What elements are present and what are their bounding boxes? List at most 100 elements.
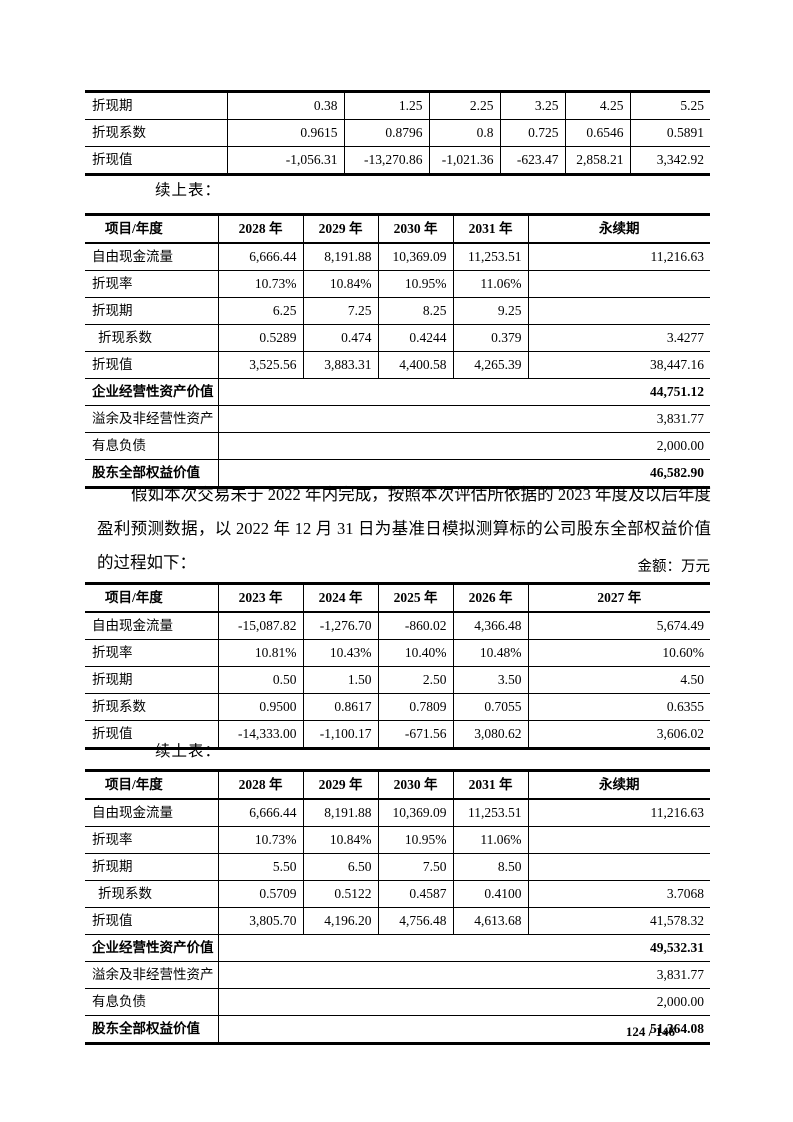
value-cell: 4,366.48 [453,612,529,640]
column-header-cell: 永续期 [528,214,710,244]
row-label-cell: 折现值 [85,351,219,379]
table-row: 自由现金流量 -15,087.82 -1,276.70 -860.02 4,366.48… [85,612,710,640]
header-row: 项目/年度 2023 年 2024 年 2025 年 2026 年 2027 年 [85,583,710,613]
unit-note: 金额：万元 [637,559,711,575]
value-cell: 4,196.20 [303,907,379,935]
summary-value-cell: 44,751.12 [218,378,710,406]
value-cell: -1,276.70 [303,612,379,640]
column-header-cell: 2031 年 [453,214,529,244]
column-header-cell: 2028 年 [218,214,304,244]
summary-value-cell: 46,582.90 [218,459,710,488]
value-cell: 7.50 [378,853,454,881]
summary-row: 企业经营性资产价值 49,532.31 [85,934,710,962]
column-header-cell: 项目/年度 [85,583,219,613]
value-cell: 5.25 [630,91,710,120]
value-cell [528,297,710,325]
value-cell: 6.50 [303,853,379,881]
table-row: 折现率 10.73% 10.84% 10.95% 11.06% [85,270,710,298]
value-cell: 10.95% [378,826,454,854]
value-cell: 0.50 [218,666,304,694]
row-label-cell: 折现系数 [85,880,219,908]
value-cell: 8,191.88 [303,799,379,827]
value-cell: 11.06% [453,270,529,298]
table-row: 折现期 0.50 1.50 2.50 3.50 4.50 [85,666,710,694]
summary-row: 股东全部权益价值 46,582.90 [85,459,710,488]
value-cell: -1,021.36 [429,146,501,175]
column-header-cell: 2027 年 [528,583,710,613]
value-cell: 0.9615 [227,119,345,147]
table-row: 折现系数 0.5289 0.474 0.4244 0.379 3.4277 [85,324,710,352]
table-row: 折现率 10.73% 10.84% 10.95% 11.06% [85,826,710,854]
value-cell: 2,858.21 [565,146,631,175]
column-header-cell: 2023 年 [218,583,304,613]
value-cell: 8.25 [378,297,454,325]
discount-table-continuation-top: 折现期 0.38 1.25 2.25 3.25 4.25 5.25 折现系数 0.9615 0.8… [85,90,710,176]
value-cell: 0.8796 [344,119,430,147]
value-cell: 11,253.51 [453,243,529,271]
value-cell: -1,100.17 [303,720,379,749]
summary-label-cell: 有息负债 [85,988,219,1016]
summary-value-cell: 51,364.08 [218,1015,710,1044]
summary-label-cell: 股东全部权益价值 [85,459,219,488]
row-label-cell: 折现系数 [85,324,219,352]
value-cell: -14,333.00 [218,720,304,749]
value-cell: 0.8617 [303,693,379,721]
value-cell: 10.43% [303,639,379,667]
value-cell: 0.474 [303,324,379,352]
body-paragraph: 假如本次交易未于 2022 年内完成，按照本次评估所依据的 2023 年度及以后… [97,484,711,572]
column-header-cell: 2029 年 [303,770,379,800]
value-cell: 10.84% [303,270,379,298]
value-cell: 3.25 [500,91,566,120]
table-row: 折现系数 0.5709 0.5122 0.4587 0.4100 3.7068 [85,880,710,908]
table-row: 折现值 3,525.56 3,883.31 4,400.58 4,265.39 38,44… [85,351,710,379]
value-cell: 7.25 [303,297,379,325]
table-row: 折现期 5.50 6.50 7.50 8.50 [85,853,710,881]
value-cell [528,826,710,854]
value-cell: 11.06% [453,826,529,854]
column-header-cell: 2025 年 [378,583,454,613]
row-label-cell: 自由现金流量 [85,799,219,827]
value-cell: 0.5122 [303,880,379,908]
table-row: 折现期 0.38 1.25 2.25 3.25 4.25 5.25 [85,91,710,120]
summary-row: 有息负债 2,000.00 [85,432,710,460]
row-label-cell: 折现值 [85,907,219,935]
summary-label-cell: 有息负债 [85,432,219,460]
row-label-cell: 折现期 [85,91,228,120]
value-cell: 10.95% [378,270,454,298]
value-cell: 3,606.02 [528,720,710,749]
value-cell: 8,191.88 [303,243,379,271]
value-cell: 5.50 [218,853,304,881]
summary-row: 企业经营性资产价值 44,751.12 [85,378,710,406]
summary-label-cell: 溢余及非经营性资产 [85,405,219,433]
row-label-cell: 折现率 [85,639,219,667]
dcf-table-2028-2031-perpetuity: 项目/年度 2028 年 2029 年 2030 年 2031 年永续期 自由现金流量 6,… [85,213,710,489]
value-cell: 3.4277 [528,324,710,352]
summary-label-cell: 企业经营性资产价值 [85,934,219,962]
value-cell: 4,756.48 [378,907,454,935]
column-header-cell: 2028 年 [218,770,304,800]
value-cell: 6.25 [218,297,304,325]
value-cell: 0.5289 [218,324,304,352]
column-header-cell: 2026 年 [453,583,529,613]
value-cell: 10,369.09 [378,243,454,271]
value-cell: 10.60% [528,639,710,667]
value-cell: 4.25 [565,91,631,120]
value-cell: 0.6546 [565,119,631,147]
row-label-cell: 折现系数 [85,693,219,721]
table-row: 折现系数 0.9615 0.8796 0.8 0.725 0.6546 0.5891 [85,119,710,147]
value-cell: 10.81% [218,639,304,667]
table-row: 自由现金流量 6,666.44 8,191.88 10,369.09 11,253.51… [85,799,710,827]
value-cell: 0.4244 [378,324,454,352]
continued-table-label: 续上表： [155,743,222,760]
value-cell: 10.40% [378,639,454,667]
value-cell: 3.7068 [528,880,710,908]
value-cell: 0.5709 [218,880,304,908]
value-cell [528,853,710,881]
table-row: 折现值 -14,333.00 -1,100.17 -671.56 3,080.62 3,6… [85,720,710,749]
value-cell: 41,578.32 [528,907,710,935]
value-cell [528,270,710,298]
value-cell: -860.02 [378,612,454,640]
value-cell: 0.4100 [453,880,529,908]
value-cell: 1.50 [303,666,379,694]
